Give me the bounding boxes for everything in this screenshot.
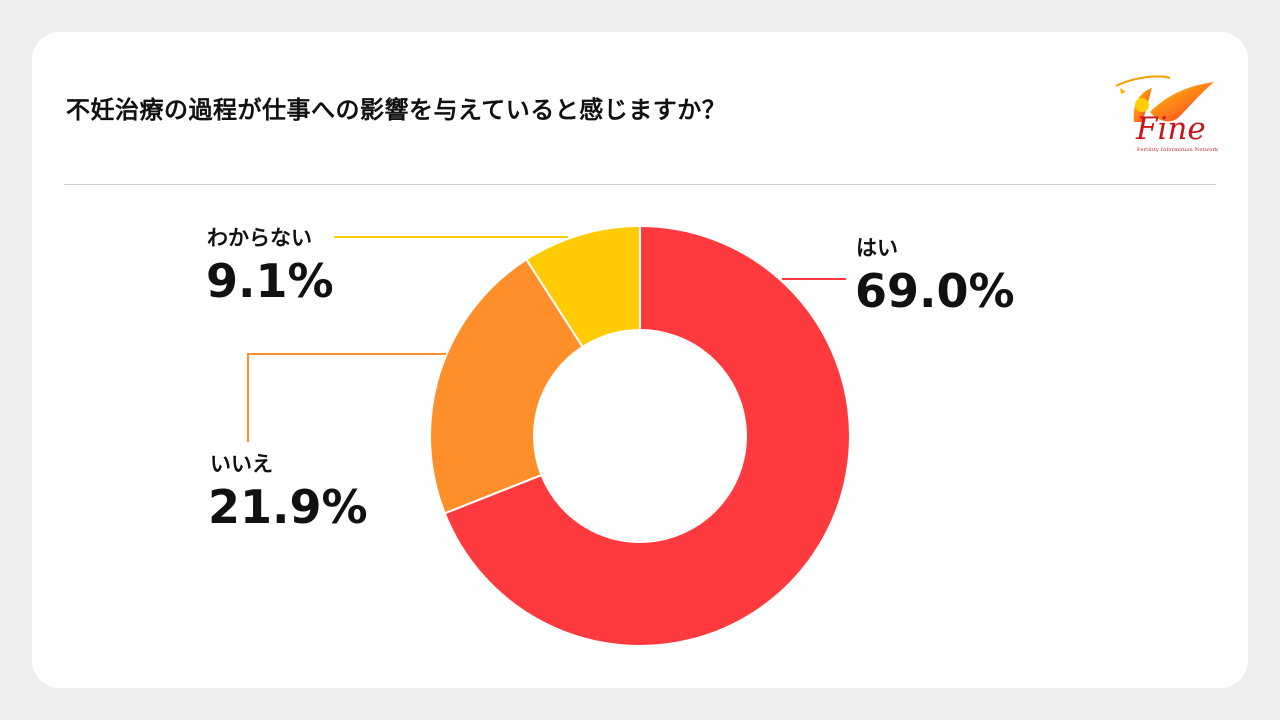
logo-subtext: Fertility Information Network (1137, 147, 1219, 153)
slice-value-no: 21.9% (208, 480, 368, 534)
logo-text: Fine (1136, 111, 1206, 147)
title-divider (64, 184, 1216, 185)
slice-label-no: いいえ (210, 452, 273, 476)
slice-label-unknown: わからない (207, 226, 312, 250)
slice-label-yes: はい (856, 236, 898, 260)
slice-value-yes: 69.0% (855, 264, 1015, 318)
slice-unknown (524, 224, 641, 349)
slice-no (429, 258, 585, 515)
leader-line-no (247, 353, 446, 442)
chart-title: 不妊治療の過程が仕事への影響を与えていると感じますか？ (66, 96, 727, 124)
fine-logo-mark-icon (1115, 75, 1214, 122)
fine-logo: Fine Fertility Information Network (1112, 58, 1222, 158)
slice-yes (443, 224, 851, 647)
slice-value-unknown: 9.1% (206, 254, 334, 308)
